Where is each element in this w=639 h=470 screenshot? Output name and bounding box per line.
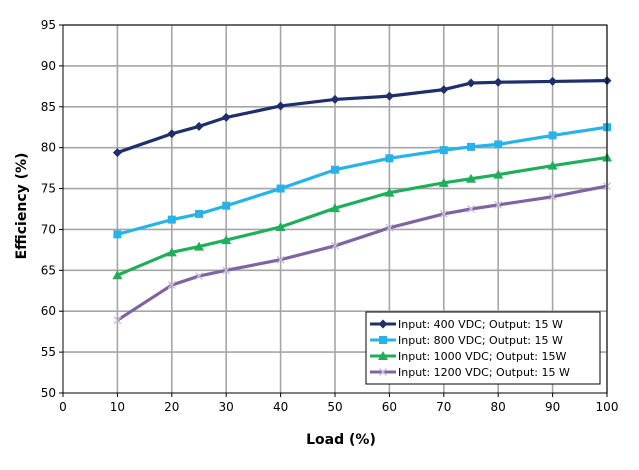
legend-label: Input: 1200 VDC; Output: 15 W [398,366,570,379]
data-point [331,241,339,250]
data-point [275,221,286,231]
data-point [384,91,394,101]
legend-entry: Input: 1000 VDC; Output: 15W [370,350,566,363]
data-point [439,209,448,218]
y-axis-title: Efficiency (%) [14,153,30,260]
x-axis-ticks: 0 10 20 30 40 50 60 70 80 90 100 [59,393,618,414]
data-point [548,76,558,86]
x-tick-label: 100 [596,400,619,414]
legend-box [365,311,601,385]
data-point [113,230,122,239]
data-point [548,192,557,201]
series-4 [113,182,611,325]
data-point [222,201,231,210]
x-tick-label: 10 [110,400,125,414]
x-tick-label: 80 [491,400,506,414]
data-point [385,154,394,163]
x-tick-label: 50 [327,400,342,414]
data-point [547,160,558,170]
y-tick-label: 90 [41,59,56,73]
data-point [167,281,176,290]
data-point [195,272,203,281]
data-point [113,316,122,325]
x-tick-label: 90 [545,400,560,414]
data-point [466,78,476,88]
data-point [466,173,476,183]
data-point [385,223,394,232]
y-tick-label: 85 [41,100,56,114]
data-point [493,77,503,87]
data-point [330,203,340,213]
legend-label: Input: 400 VDC; Output: 15 W [398,318,563,331]
y-tick-label: 55 [41,345,56,359]
data-point [493,169,504,179]
data-point [494,200,503,209]
data-point [331,165,339,174]
data-point [494,140,503,149]
data-point [439,146,448,155]
data-point [167,215,176,224]
y-tick-label: 95 [41,18,56,32]
data-point [276,255,285,264]
x-tick-label: 70 [436,400,451,414]
plot-border [62,24,608,394]
data-point [330,94,340,104]
legend-marker [378,351,388,360]
grid-layer [63,24,608,393]
data-point [221,112,231,122]
x-tick-label: 40 [273,400,288,414]
y-tick-label: 65 [41,263,56,277]
series-1 [112,76,612,158]
y-tick-label: 80 [41,141,56,155]
data-point [222,266,231,275]
data-point [439,85,449,95]
series-2 [113,123,611,239]
legend-entry: Input: 1200 VDC; Output: 15 W [370,366,570,379]
legend-label: Input: 1000 VDC; Output: 15W [398,350,566,363]
data-point [276,184,285,193]
x-tick-label: 0 [59,400,67,414]
y-tick-label: 75 [41,182,56,196]
x-axis-title: Load (%) [306,432,376,448]
series-3 [112,152,612,280]
data-point [194,241,204,251]
data-point [548,131,557,140]
data-point [112,148,122,158]
y-axis-ticks: 50 55 60 65 70 75 80 85 90 95 [41,18,63,400]
legend-marker [378,319,388,329]
y-tick-label: 60 [41,304,56,318]
series-line [116,79,608,155]
legend-entry: Input: 400 VDC; Output: 15 W [370,318,563,331]
data-point [467,205,475,213]
data-point [467,142,475,151]
data-point [167,129,177,139]
x-tick-label: 20 [164,400,179,414]
data-point [384,187,395,197]
legend-marker [379,336,387,344]
y-tick-label: 50 [41,386,56,400]
x-tick-label: 60 [382,400,397,414]
data-point [194,121,204,131]
legend-label: Input: 800 VDC; Output: 15 W [398,334,563,347]
series-line [116,155,608,277]
y-tick-label: 70 [41,222,56,236]
legend-marker [379,368,387,376]
legend-entry: Input: 800 VDC; Output: 15 W [370,334,563,347]
x-tick-label: 30 [219,400,234,414]
data-point [112,270,123,280]
data-point [221,235,232,245]
data-point [438,177,449,187]
data-point [276,101,286,111]
legend: Input: 400 VDC; Output: 15 W Input: 800 V… [365,311,601,385]
series-layer [112,76,612,325]
data-point [166,247,177,257]
series-line [116,184,608,322]
series-line [116,125,608,236]
data-point [195,209,203,218]
